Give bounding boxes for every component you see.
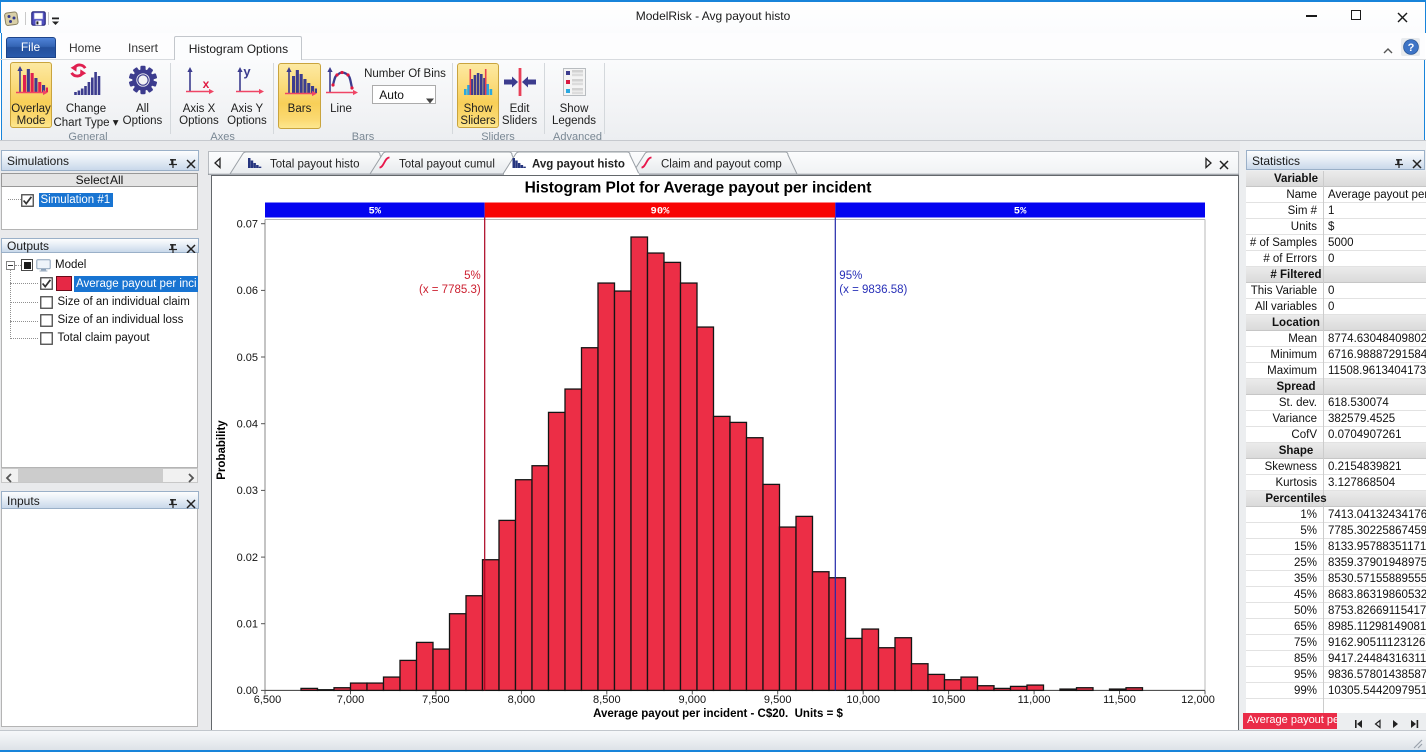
svg-text:0.06: 0.06 (237, 285, 258, 297)
svg-text:12,000: 12,000 (1181, 693, 1215, 705)
svg-text:0.03: 0.03 (237, 485, 258, 497)
svg-text:0.01: 0.01 (237, 618, 258, 630)
svg-text:10,500: 10,500 (932, 693, 966, 705)
svg-text:5%: 5% (1014, 205, 1027, 217)
svg-text:10,000: 10,000 (846, 693, 880, 705)
svg-text:Average payout per incident -: Average payout per incident - C$20. Unit… (593, 708, 843, 720)
svg-text:95%: 95% (839, 270, 862, 282)
svg-text:Avg payout histo: Avg payout histo (532, 158, 625, 170)
svg-text:Histogram Plot for Average pay: Histogram Plot for Average payout per in… (525, 179, 872, 196)
svg-text:7,500: 7,500 (422, 693, 450, 705)
svg-text:5%: 5% (464, 270, 481, 282)
svg-text:11,500: 11,500 (1103, 693, 1136, 705)
svg-text:5%: 5% (368, 205, 381, 217)
svg-text:7,000: 7,000 (337, 693, 365, 705)
svg-text:Total payout cumul: Total payout cumul (399, 158, 495, 170)
svg-text:8,500: 8,500 (593, 693, 621, 705)
svg-text:y: y (243, 64, 251, 79)
svg-text:Claim and payout comp: Claim and payout comp (661, 158, 782, 170)
svg-text:6,500: 6,500 (254, 693, 282, 705)
svg-text:9,000: 9,000 (679, 693, 707, 705)
svg-text:(x = 7785.3): (x = 7785.3) (419, 284, 481, 296)
svg-text:11,000: 11,000 (1018, 693, 1051, 705)
svg-text:0.05: 0.05 (237, 351, 258, 363)
svg-text:0.02: 0.02 (237, 551, 258, 563)
svg-text:0.04: 0.04 (237, 418, 258, 430)
svg-text:Total payout histo: Total payout histo (270, 158, 360, 170)
svg-text:9,500: 9,500 (764, 693, 792, 705)
svg-text:90%: 90% (651, 205, 671, 217)
svg-text:?: ? (1407, 42, 1414, 54)
svg-text:0.00: 0.00 (237, 685, 258, 697)
svg-text:0.07: 0.07 (237, 218, 258, 230)
svg-text:x: x (203, 77, 210, 91)
svg-text:Probability: Probability (216, 419, 228, 479)
svg-text:(x = 9836.58): (x = 9836.58) (839, 284, 907, 296)
svg-text:8,000: 8,000 (508, 693, 536, 705)
